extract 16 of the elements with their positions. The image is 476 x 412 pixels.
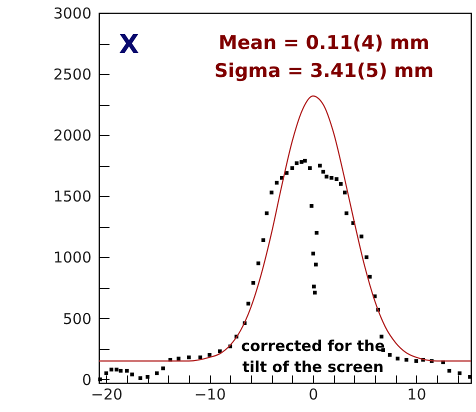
x-tick-label: 10 bbox=[407, 386, 426, 404]
annotation: Sigma = 3.41(5) mm bbox=[214, 60, 434, 82]
y-tick-label: 2000 bbox=[53, 126, 92, 145]
annotation: Mean = 0.11(4) mm bbox=[218, 32, 430, 54]
x-tick-label: −10 bbox=[194, 386, 226, 404]
annotation: X bbox=[118, 30, 140, 60]
line-series bbox=[98, 95, 472, 362]
y-tick-label: 2500 bbox=[53, 66, 92, 84]
y-tick-label: 1500 bbox=[53, 188, 92, 206]
y-tick-label: 500 bbox=[62, 310, 92, 328]
x-tick-label: 0 bbox=[308, 386, 318, 404]
y-tick-label: 1000 bbox=[53, 248, 92, 267]
annotation: corrected for the tilt of the screen bbox=[241, 337, 385, 376]
y-tick-label: 3000 bbox=[53, 4, 92, 22]
x-tick-label: −20 bbox=[90, 386, 123, 404]
y-tick-label: 0 bbox=[82, 370, 92, 389]
